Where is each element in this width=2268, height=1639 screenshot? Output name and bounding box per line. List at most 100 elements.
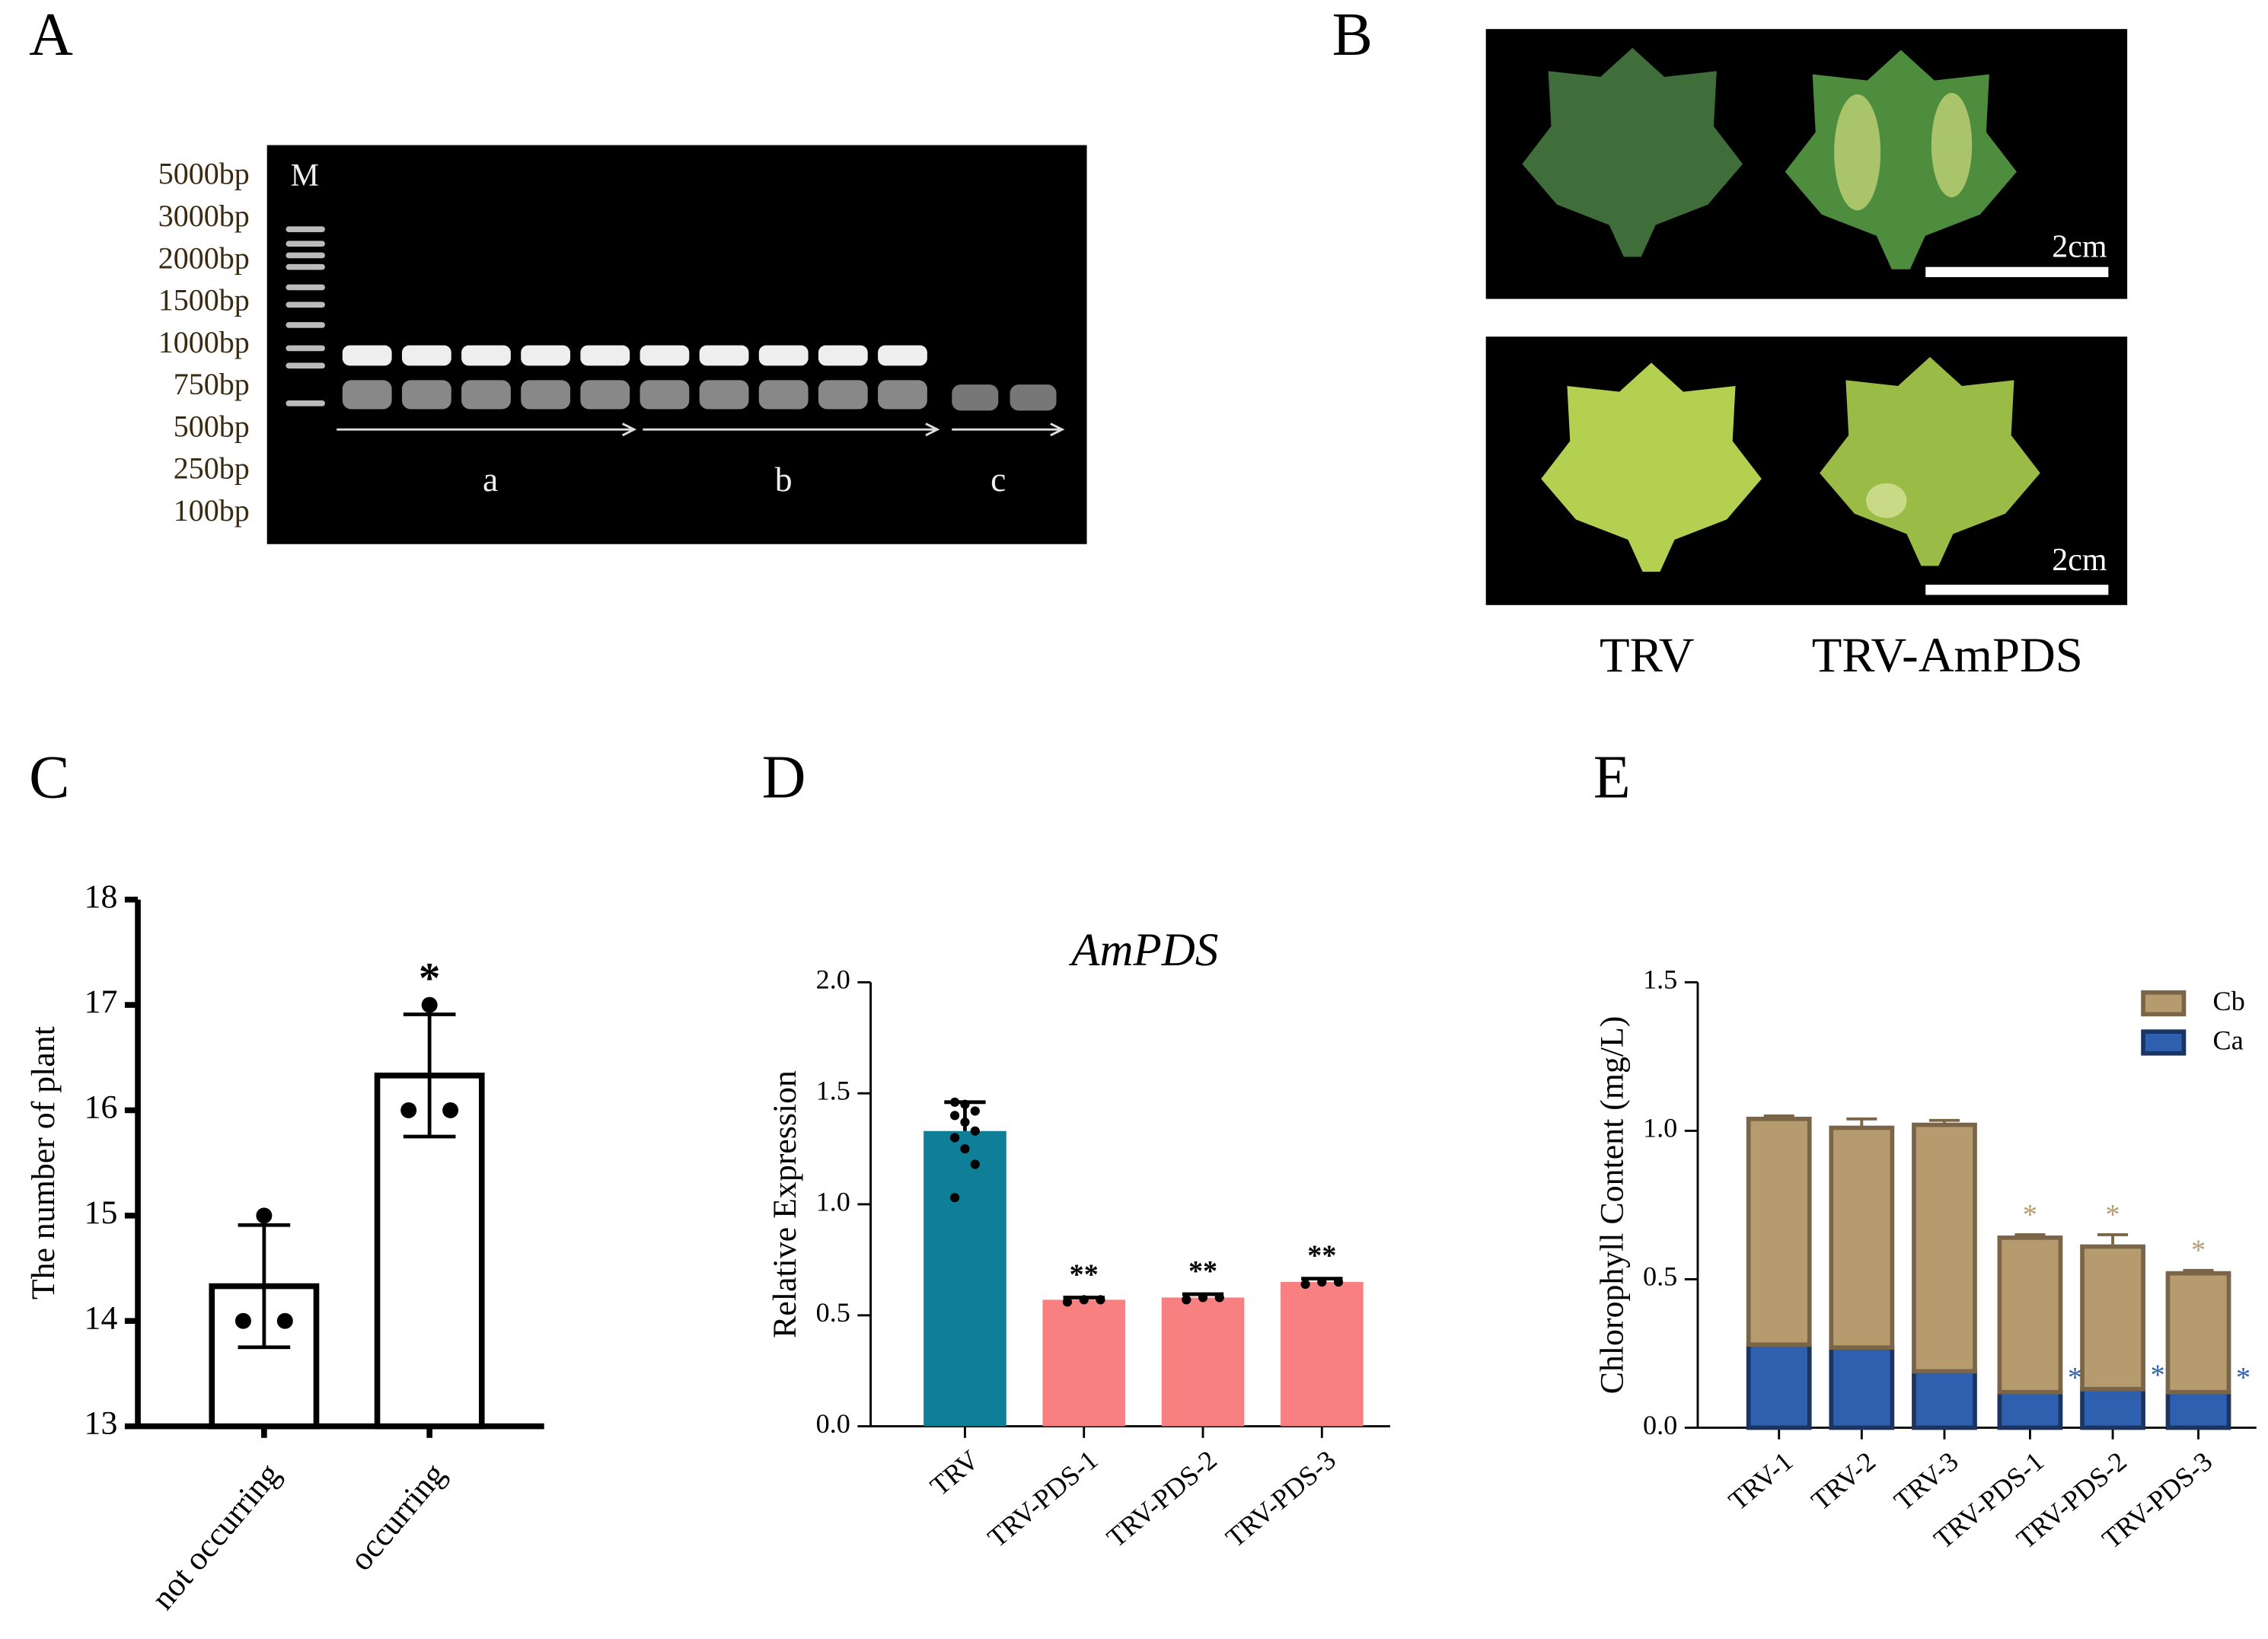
- band: [401, 380, 451, 410]
- ladder-band: [285, 301, 325, 308]
- ladder-label: 3000bp: [158, 199, 250, 233]
- band: [580, 345, 630, 366]
- bar: [1042, 1299, 1126, 1427]
- ladder-label: 1000bp: [158, 325, 250, 359]
- significance: *: [2068, 1362, 2082, 1394]
- band: [878, 380, 927, 410]
- band: [342, 380, 392, 410]
- ladder-band: [285, 345, 325, 352]
- panel-label: C: [29, 745, 69, 812]
- arrow-head: [925, 423, 940, 437]
- leaf-patch: [1931, 93, 1973, 198]
- ladder-band: [285, 362, 325, 369]
- band: [818, 380, 868, 410]
- leaves: [1522, 47, 2040, 572]
- data-point: [276, 1312, 293, 1329]
- data-point: [1062, 1297, 1073, 1307]
- data-point: [960, 1099, 970, 1109]
- leaf-label: TRV-AmPDS: [1812, 628, 2083, 683]
- y-tick-label: 1.5: [816, 1075, 850, 1105]
- data-point: [970, 1126, 980, 1136]
- bar-segment: [1997, 1235, 2063, 1395]
- band: [699, 380, 749, 410]
- panel-label: A: [29, 2, 73, 69]
- band: [461, 380, 511, 410]
- data-point: [960, 1117, 970, 1127]
- significance: **: [1188, 1255, 1217, 1287]
- bar: [923, 1130, 1006, 1427]
- data-point: [256, 1207, 273, 1224]
- y-tick-label: 18: [85, 878, 118, 915]
- bar-segment: [1912, 1122, 1977, 1374]
- bar-segment: [1912, 1369, 1977, 1430]
- data-point: [1300, 1279, 1310, 1290]
- x-tick-label: TRV-2: [1806, 1446, 1882, 1516]
- band: [758, 345, 809, 366]
- band: [1010, 384, 1057, 411]
- data-point: [421, 996, 438, 1013]
- data-point: [970, 1159, 980, 1169]
- y-tick-label: 1.0: [816, 1186, 850, 1216]
- ladder-label: 750bp: [174, 367, 250, 401]
- data-point: [1214, 1293, 1224, 1303]
- band: [580, 380, 630, 410]
- data-point: [970, 1106, 980, 1116]
- y-tick-label: 1.0: [1643, 1113, 1677, 1143]
- x-tick-label: occurring: [343, 1456, 453, 1578]
- x-tick-label: TRV-3: [1888, 1446, 1964, 1516]
- ladder-label: 2000bp: [158, 241, 250, 275]
- bar-segment: [2080, 1386, 2145, 1430]
- scale-label: 2cm: [2052, 543, 2107, 578]
- bar-segment: [1746, 1116, 1812, 1347]
- ladder-label: 500bp: [174, 409, 250, 443]
- legend-swatch: [2141, 1029, 2187, 1056]
- band: [461, 345, 511, 366]
- x-tick-label: TRV-PDS-2: [1101, 1444, 1223, 1553]
- scale-bar: [1925, 266, 2109, 278]
- data-point: [1317, 1277, 1327, 1287]
- data-point: [1198, 1293, 1208, 1303]
- arrow-head: [622, 423, 637, 437]
- panel-label: B: [1332, 2, 1373, 69]
- ladder-band: [285, 252, 325, 259]
- group-label: c: [990, 460, 1006, 499]
- bar-segment: [1829, 1345, 1895, 1430]
- y-tick-label: 0.0: [816, 1408, 850, 1439]
- x-tick-label: TRV-1: [1723, 1446, 1799, 1516]
- ladder-band: [285, 263, 325, 270]
- bar-segment: [2080, 1244, 2145, 1392]
- data-point: [950, 1097, 960, 1107]
- significance: **: [1070, 1259, 1099, 1291]
- ladder-label: 100bp: [174, 493, 250, 528]
- bar-segment: [2165, 1389, 2231, 1430]
- band: [818, 345, 868, 366]
- data-point: [1182, 1295, 1191, 1305]
- legend-swatch: [2141, 990, 2187, 1017]
- data-point: [442, 1102, 459, 1118]
- band: [521, 345, 571, 366]
- bar: [1281, 1282, 1364, 1427]
- data-point: [950, 1193, 960, 1203]
- x-tick-label: not occurring: [145, 1456, 288, 1617]
- band: [401, 345, 451, 366]
- significance: **: [1307, 1240, 1336, 1272]
- ladder-band: [285, 322, 325, 328]
- data-point: [400, 1102, 417, 1118]
- marker-label: M: [291, 158, 319, 193]
- data-point: [1096, 1295, 1105, 1305]
- chart-title: AmPDS: [1068, 925, 1218, 976]
- band: [640, 345, 690, 366]
- x-tick-label: TRV-PDS-1: [982, 1444, 1104, 1553]
- significance: *: [2236, 1362, 2250, 1394]
- gel-image: [266, 145, 1087, 544]
- leaf: [1541, 362, 1762, 572]
- leaf: [1522, 47, 1743, 257]
- panel-label: E: [1593, 745, 1631, 812]
- data-point: [950, 1133, 960, 1143]
- y-tick-label: 0.0: [1643, 1410, 1677, 1440]
- scale-bar: [1925, 585, 2109, 595]
- group-label: a: [483, 460, 498, 499]
- band: [521, 380, 571, 410]
- gel-bands: [285, 226, 1065, 437]
- data-point: [950, 1111, 960, 1121]
